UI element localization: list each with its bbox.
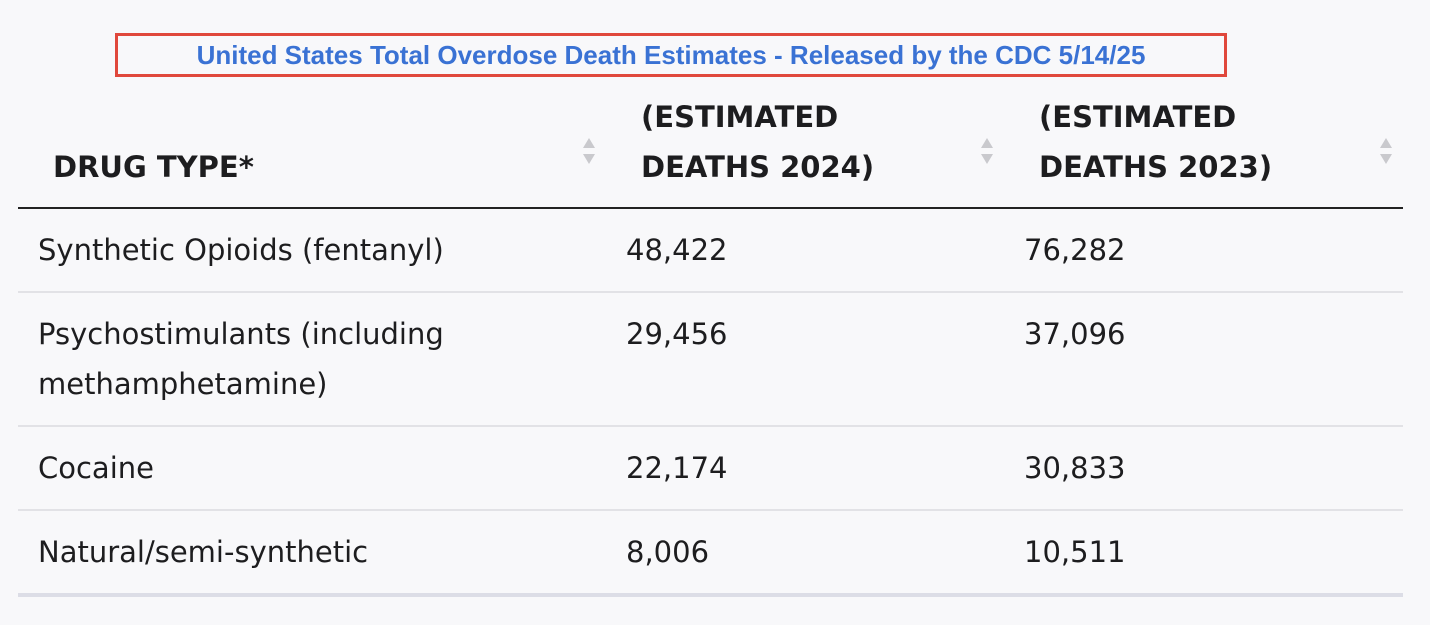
drug-type-cell: Natural/semi-synthetic	[18, 510, 606, 597]
table-row: Natural/semi-synthetic 8,006 10,511	[18, 510, 1403, 597]
sort-icon[interactable]	[980, 136, 994, 166]
deaths-cell: 37,096	[1004, 292, 1403, 427]
header-row: DRUG TYPE* (ESTIMATED DEATHS 2024) (ESTIMA…	[18, 92, 1403, 209]
deaths-cell: 10,511	[1004, 510, 1403, 597]
column-header[interactable]: DRUG TYPE*	[18, 92, 606, 209]
table-row: Psychostimulants (including methamphetam…	[18, 292, 1403, 427]
table-title[interactable]: United States Total Overdose Death Estim…	[196, 39, 1146, 70]
header-text: DRUG TYPE*	[53, 150, 254, 184]
deaths-cell: 8,006	[606, 510, 1004, 597]
title-box: United States Total Overdose Death Estim…	[115, 33, 1227, 77]
header-text: (ESTIMATED DEATHS 2023)	[1039, 100, 1273, 184]
column-header[interactable]: (ESTIMATED DEATHS 2023)	[1004, 92, 1403, 209]
drug-type-cell: Psychostimulants (including methamphetam…	[18, 292, 606, 427]
header-text: (ESTIMATED DEATHS 2024)	[641, 100, 875, 184]
deaths-cell: 22,174	[606, 426, 1004, 511]
deaths-cell: 29,456	[606, 292, 1004, 427]
table-head: DRUG TYPE* (ESTIMATED DEATHS 2024) (ESTIMA…	[18, 92, 1403, 209]
deaths-cell: 76,282	[1004, 208, 1403, 293]
deaths-cell: 48,422	[606, 208, 1004, 293]
drug-type-cell: Synthetic Opioids (fentanyl)	[18, 208, 606, 293]
drug-type-cell: Cocaine	[18, 426, 606, 511]
table-row: Synthetic Opioids (fentanyl) 48,422 76,282	[18, 208, 1403, 293]
deaths-cell: 30,833	[1004, 426, 1403, 511]
sort-icon[interactable]	[582, 136, 596, 166]
data-table: DRUG TYPE* (ESTIMATED DEATHS 2024) (ESTIMA…	[18, 92, 1403, 597]
table-row: Cocaine 22,174 30,833	[18, 426, 1403, 511]
sort-icon[interactable]	[1379, 136, 1393, 166]
column-header[interactable]: (ESTIMATED DEATHS 2024)	[606, 92, 1004, 209]
table-body: Synthetic Opioids (fentanyl) 48,422 76,282…	[18, 208, 1403, 597]
